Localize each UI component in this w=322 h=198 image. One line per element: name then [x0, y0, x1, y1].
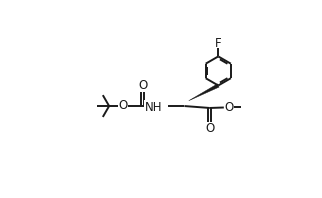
Text: F: F: [215, 37, 222, 50]
Polygon shape: [189, 84, 219, 101]
Text: O: O: [118, 99, 128, 112]
Text: O: O: [205, 122, 214, 135]
Text: O: O: [138, 79, 147, 92]
Text: O: O: [224, 101, 234, 114]
Text: NH: NH: [144, 101, 162, 113]
